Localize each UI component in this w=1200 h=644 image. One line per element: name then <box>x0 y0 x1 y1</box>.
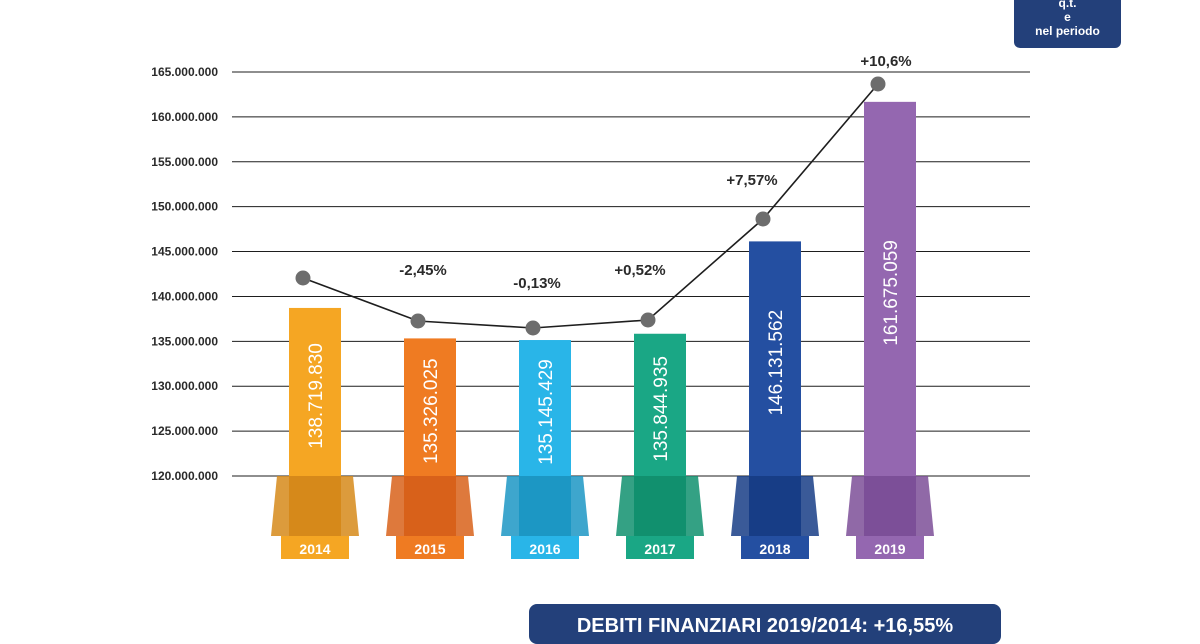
change-label: +0,52% <box>614 262 665 279</box>
summary-banner: DEBITI FINANZIARI 2019/2014: +16,55% <box>529 604 1001 644</box>
change-labels: -2,45% -0,13% +0,52% +7,57% +10,6% <box>399 53 911 292</box>
y-tick-label: 165.000.000 <box>151 65 218 79</box>
bar-fold-left <box>386 476 404 536</box>
bar-fold-right <box>341 476 359 536</box>
trend-line <box>295 76 886 336</box>
bars: 2014 138.719.830 2015 135.326.025 2016 135.14… <box>271 101 934 559</box>
bar-fold <box>749 476 801 536</box>
trend-marker <box>295 270 311 286</box>
badge-line: e <box>1064 10 1071 24</box>
top-badge: q.t. e nel periodo <box>1014 0 1121 48</box>
y-tick-label: 125.000.000 <box>151 424 218 438</box>
bar <box>289 307 341 476</box>
bar-group: 2016 135.145.429 <box>501 340 589 559</box>
x-tick-label: 2014 <box>299 541 330 557</box>
trend-marker <box>410 313 426 329</box>
year-tab <box>396 536 464 559</box>
change-label: -0,13% <box>513 275 561 292</box>
trend-marker <box>525 320 541 336</box>
bar-group: 2018 146.131.562 <box>731 241 819 559</box>
x-tick-label: 2016 <box>529 541 560 557</box>
change-label: +10,6% <box>860 53 911 70</box>
bar-group: 2017 135.844.935 <box>616 333 704 559</box>
y-tick-label: 120.000.000 <box>151 469 218 483</box>
bar-fold-right <box>686 476 704 536</box>
bar-fold <box>404 476 456 536</box>
bar-fold-left <box>731 476 749 536</box>
x-tick-label: 2019 <box>874 541 905 557</box>
x-tick-label: 2015 <box>414 541 445 557</box>
year-tab <box>281 536 349 559</box>
summary-banner-text: DEBITI FINANZIARI 2019/2014: +16,55% <box>576 615 954 637</box>
bar-group: 2019 161.675.059 <box>846 101 934 559</box>
trend-line-path <box>302 83 879 329</box>
bar-fold-right <box>571 476 589 536</box>
trend-marker <box>870 76 886 92</box>
y-tick-label: 145.000.000 <box>151 245 218 259</box>
trend-marker <box>755 211 771 227</box>
bar-fold-left <box>846 476 864 536</box>
bar-fold-left <box>501 476 519 536</box>
y-axis-ticks: 120.000.000 125.000.000 130.000.000 135.000… <box>151 65 218 483</box>
bar-group: 2015 135.326.025 <box>386 338 474 559</box>
y-tick-label: 160.000.000 <box>151 110 218 124</box>
bar-group: 2014 138.719.830 <box>271 307 359 559</box>
y-tick-label: 140.000.000 <box>151 289 218 303</box>
badge-line: nel periodo <box>1035 24 1100 38</box>
bar-fold <box>634 476 686 536</box>
bar <box>864 101 916 476</box>
bar-value-label: 138.719.830 <box>306 343 327 449</box>
bar-fold <box>864 476 916 536</box>
y-tick-label: 150.000.000 <box>151 200 218 214</box>
year-tab <box>741 536 809 559</box>
bar-fold-right <box>801 476 819 536</box>
bar <box>519 340 571 476</box>
bar-value-label: 135.844.935 <box>651 356 672 462</box>
bar-fold-right <box>916 476 934 536</box>
badge-line: q.t. <box>1058 0 1077 10</box>
bar-fold <box>289 476 341 536</box>
x-tick-label: 2018 <box>759 541 790 557</box>
gridlines <box>232 71 1030 477</box>
year-tab <box>856 536 924 559</box>
bar-value-label: 135.145.429 <box>536 359 557 465</box>
bar <box>404 338 456 476</box>
change-label: -2,45% <box>399 262 447 279</box>
bar-value-label: 135.326.025 <box>421 358 442 464</box>
chart-svg: 120.000.000 125.000.000 130.000.000 135.000… <box>151 53 1030 559</box>
bar-value-label: 146.131.562 <box>766 310 787 416</box>
bar <box>749 241 801 476</box>
bar-fold-right <box>456 476 474 536</box>
year-tab <box>511 536 579 559</box>
bar-fold-left <box>616 476 634 536</box>
y-tick-label: 135.000.000 <box>151 334 218 348</box>
bar-fold <box>519 476 571 536</box>
y-tick-label: 130.000.000 <box>151 379 218 393</box>
x-tick-label: 2017 <box>644 541 675 557</box>
year-tab <box>626 536 694 559</box>
bar-value-label: 161.675.059 <box>881 240 902 346</box>
bar <box>634 333 686 476</box>
bar-fold-left <box>271 476 289 536</box>
y-tick-label: 155.000.000 <box>151 155 218 169</box>
trend-marker <box>640 312 656 328</box>
change-label: +7,57% <box>726 172 777 189</box>
